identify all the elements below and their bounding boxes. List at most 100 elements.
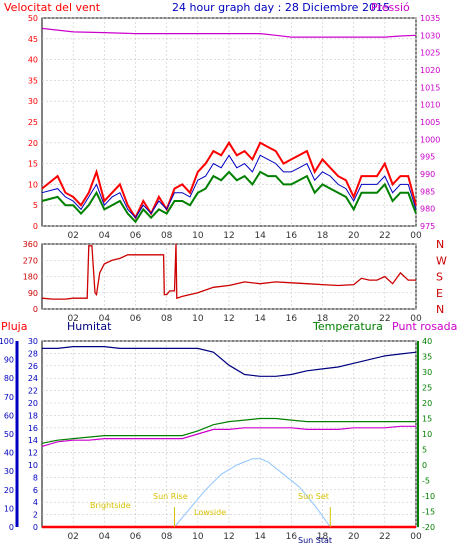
x-tick-label: 08	[161, 532, 173, 542]
x-tick-label: 12	[223, 231, 234, 241]
humidity-tick-label: 80	[4, 374, 14, 383]
humidity-tick-label: 90	[4, 356, 14, 365]
temperature-tick-label: -10	[422, 492, 435, 501]
x-tick-label: 14	[254, 231, 266, 241]
humidity-temperature-panel: 02 04 06 08 10 12 14 16 18 20 22 000102030405060708…	[0, 337, 435, 542]
x-tick-label: 04	[99, 231, 111, 241]
x-tick-label: 00	[410, 532, 422, 542]
compass-label: S	[436, 271, 443, 284]
pressure-line	[41, 27, 417, 38]
sunrise-label: Sun Rise	[153, 492, 188, 501]
x-tick-label: 22	[379, 231, 390, 241]
x-tick-label: 18	[317, 231, 329, 241]
compass-label: N	[436, 303, 444, 316]
temperature-tick-label: 40	[422, 337, 432, 346]
x-tick-label: 02	[67, 532, 78, 542]
y-tick-label: 40	[28, 56, 38, 65]
y-tick-label: 16	[28, 424, 38, 433]
y-tick-label: 270	[23, 256, 38, 265]
dewpoint-line	[41, 425, 416, 447]
y-tick-label: 15	[28, 160, 38, 169]
pressure-tick-label: 1015	[420, 83, 440, 92]
temperature-tick-label: 15	[422, 415, 432, 424]
x-tick-label: 06	[130, 532, 142, 542]
x-tick-label: 08	[161, 231, 173, 241]
y-tick-label: 10	[28, 461, 38, 470]
brightside-label: Brightside	[90, 501, 131, 510]
temperature-tick-label: 10	[422, 430, 432, 439]
x-tick-label: 16	[286, 231, 298, 241]
y-tick-label: 2	[33, 511, 38, 520]
x-tick-label: 10	[192, 314, 204, 324]
x-tick-label: 18	[317, 314, 329, 324]
x-tick-label: 00	[410, 314, 422, 324]
humidity-tick-label: 70	[4, 393, 14, 402]
wind-mean-line	[41, 154, 417, 219]
wind-gust-line	[41, 140, 417, 220]
pressure-tick-label: 1005	[420, 118, 440, 127]
humidity-label: Humitat	[67, 320, 112, 333]
temperature-tick-label: -20	[422, 523, 435, 532]
direction-line	[41, 243, 416, 300]
y-tick-label: 90	[28, 289, 38, 298]
humidity-line	[42, 346, 417, 377]
x-tick-label: 16	[286, 532, 298, 542]
wind-pressure-panel: 02 04 06 08 10 12 14 16 18 20 22 000510152025303540…	[28, 14, 441, 241]
temperature-tick-label: -15	[422, 508, 435, 517]
pressure-tick-label: 1020	[420, 66, 440, 75]
y-tick-label: 26	[28, 362, 38, 371]
y-tick-label: 10	[28, 180, 38, 189]
temperature-tick-label: 30	[422, 368, 432, 377]
y-tick-label: 4	[33, 498, 38, 507]
temperature-label: Temperatura	[312, 320, 383, 333]
temperature-tick-label: 20	[422, 399, 432, 408]
x-tick-label: 10	[192, 231, 204, 241]
x-tick-label: 04	[99, 532, 111, 542]
x-tick-label: 18	[317, 532, 329, 542]
x-tick-label: 06	[130, 231, 142, 241]
y-tick-label: 8	[33, 473, 38, 482]
y-tick-label: 180	[23, 273, 38, 282]
pressure-tick-label: 1030	[420, 31, 440, 40]
y-tick-label: 45	[28, 35, 38, 44]
y-tick-label: 20	[28, 139, 38, 148]
y-tick-label: 25	[28, 118, 38, 127]
humidity-tick-label: 60	[4, 411, 14, 420]
pressure-tick-label: 1035	[420, 14, 440, 23]
temperature-tick-label: 5	[422, 446, 427, 455]
compass-label: W	[436, 254, 447, 267]
pressure-label: Pressió	[371, 1, 410, 14]
y-tick-label: 22	[28, 387, 38, 396]
y-tick-label: 360	[23, 240, 38, 249]
x-tick-label: 14	[254, 532, 266, 542]
compass-label: N	[436, 238, 444, 251]
humidity-tick-label: 40	[4, 449, 14, 458]
x-tick-label: 06	[130, 314, 142, 324]
sunset-label: Sun Set	[298, 492, 329, 501]
x-tick-label: 20	[348, 532, 360, 542]
y-tick-label: 0	[33, 523, 38, 532]
x-tick-label: 12	[223, 532, 234, 542]
y-tick-label: 0	[33, 222, 38, 231]
x-tick-label: 20	[348, 231, 360, 241]
sun-arc-line	[174, 458, 331, 528]
x-tick-label: 10	[192, 532, 204, 542]
x-tick-label: 02	[67, 231, 78, 241]
y-tick-label: 20	[28, 399, 38, 408]
pressure-tick-label: 1010	[420, 101, 440, 110]
x-tick-label: 12	[223, 314, 234, 324]
y-tick-label: 12	[28, 449, 38, 458]
chart-title: 24 hour graph day : 28 Diciembre 2015	[172, 1, 390, 14]
temperature-tick-label: 35	[422, 353, 432, 362]
y-tick-label: 35	[28, 76, 38, 85]
sun-stat-label: Sun Stat	[298, 536, 332, 544]
pressure-tick-label: 990	[420, 170, 435, 179]
y-tick-label: 28	[28, 349, 38, 358]
humidity-tick-label: 0	[9, 523, 14, 532]
y-tick-label: 24	[28, 374, 38, 383]
x-tick-label: 04	[99, 314, 111, 324]
y-tick-label: 14	[28, 436, 38, 445]
humidity-tick-label: 10	[4, 504, 14, 513]
